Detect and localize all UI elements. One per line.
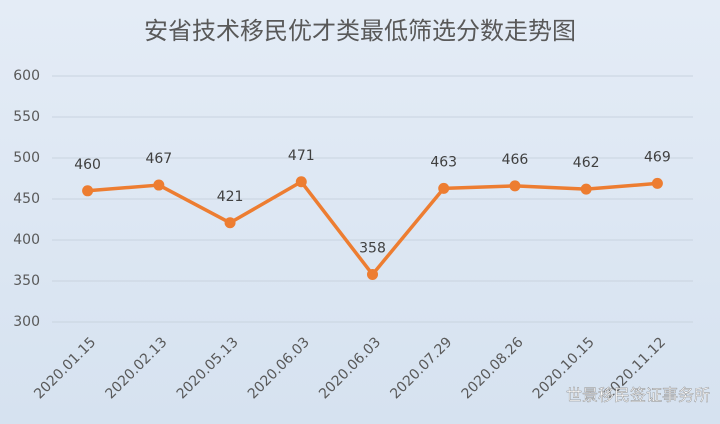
y-tick-label: 500 xyxy=(13,150,40,166)
y-tick-label: 300 xyxy=(13,314,40,330)
y-tick-label: 450 xyxy=(13,191,40,207)
data-label: 358 xyxy=(359,240,386,256)
watermark: 世景移民签证事务所 xyxy=(566,386,710,405)
data-point xyxy=(153,179,165,191)
data-point xyxy=(580,183,592,195)
chart-title: 安省技术移民优才类最低筛选分数走势图 xyxy=(144,17,576,45)
data-point xyxy=(367,268,378,280)
data-label: 463 xyxy=(430,154,457,170)
data-label: 467 xyxy=(145,151,172,167)
data-point xyxy=(651,177,663,189)
y-tick-label: 600 xyxy=(13,68,40,84)
data-label: 460 xyxy=(74,157,101,173)
data-point xyxy=(295,176,307,188)
data-label: 469 xyxy=(644,149,671,165)
y-tick-label: 400 xyxy=(13,232,40,248)
data-point xyxy=(82,185,94,197)
data-point xyxy=(509,180,521,192)
data-label: 421 xyxy=(217,189,244,205)
data-point xyxy=(224,217,236,229)
data-label: 462 xyxy=(573,155,600,171)
data-point xyxy=(438,182,450,194)
y-tick-label: 350 xyxy=(13,273,40,289)
data-label: 466 xyxy=(502,152,529,168)
data-label: 471 xyxy=(288,148,315,164)
y-tick-label: 550 xyxy=(13,109,40,125)
